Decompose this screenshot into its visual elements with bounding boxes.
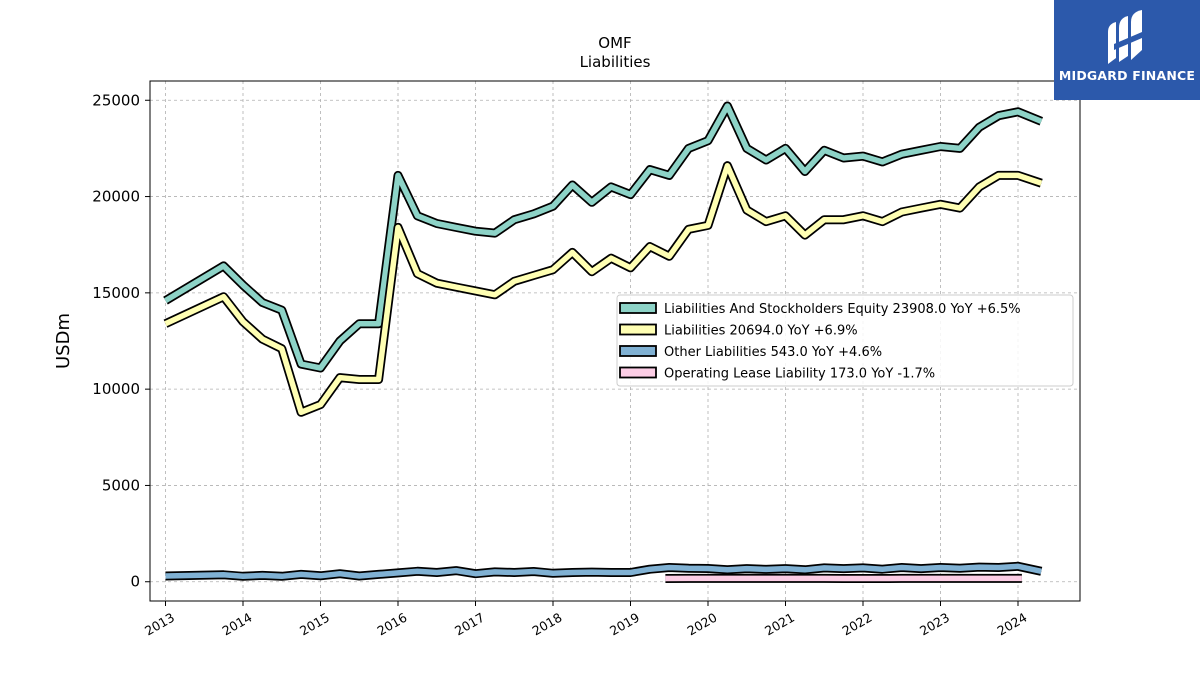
legend-swatch: [619, 323, 657, 336]
x-tick-label: 2024: [994, 610, 1029, 639]
x-tick-label: 2018: [529, 610, 564, 639]
y-tick-label: 25000: [92, 91, 140, 109]
x-tick-label: 2022: [839, 610, 874, 639]
series-liabilities-and-stockholders-equity: [163, 101, 1043, 373]
y-tick-label: 5000: [102, 476, 140, 494]
y-tick-label: 20000: [92, 188, 140, 206]
x-axis: 2013 2014 2015 2016 2017 2018 2019 2020 2021 2022…: [142, 601, 1030, 639]
y-axis-label: USDm: [53, 313, 74, 369]
x-tick-label: 2021: [762, 610, 797, 639]
x-tick-label: 2017: [452, 610, 487, 639]
x-tick-label: 2023: [917, 610, 952, 639]
legend-entry: Liabilities And Stockholders Equity 2390…: [664, 302, 1021, 317]
series-line: [164, 162, 1043, 416]
series-line: [164, 103, 1043, 371]
series-liabilities: [163, 161, 1043, 417]
y-tick-label: 10000: [92, 380, 140, 398]
legend-entry: Operating Lease Liability 173.0 YoY -1.7…: [664, 367, 935, 382]
legend-box: [616, 294, 1074, 387]
x-tick-label: 2020: [684, 610, 719, 639]
series-lines: [163, 101, 1043, 583]
series-other-liabilities: [165, 561, 1043, 581]
x-tick-label: 2014: [219, 610, 254, 639]
y-tick-label: 0: [130, 573, 140, 591]
chart-title: OMF: [598, 34, 631, 52]
legend-entry: Other Liabilities 543.0 YoY +4.6%: [664, 345, 882, 360]
legend-swatch: [619, 345, 657, 357]
y-axis: 0 5000 10000 15000 20000 25000: [92, 91, 150, 591]
y-tick-label: 15000: [92, 284, 140, 302]
brand-logo: MIDGARD FINANCE: [1054, 0, 1200, 100]
legend: Liabilities And Stockholders Equity 2390…: [616, 294, 1074, 387]
x-tick-label: 2015: [297, 610, 332, 639]
x-tick-label: 2013: [142, 610, 177, 639]
brand-name: MIDGARD FINANCE: [1058, 68, 1196, 83]
legend-swatch: [619, 302, 657, 314]
legend-swatch: [619, 366, 657, 379]
mf-monogram-icon: [1108, 10, 1142, 64]
legend-entry: Liabilities 20694.0 YoY +6.9%: [664, 324, 858, 339]
chart-subtitle: Liabilities: [580, 53, 651, 71]
x-tick-label: 2016: [374, 610, 409, 639]
plot-frame: [149, 80, 1081, 602]
x-tick-label: 2019: [607, 610, 642, 639]
series-line: [165, 563, 1042, 580]
